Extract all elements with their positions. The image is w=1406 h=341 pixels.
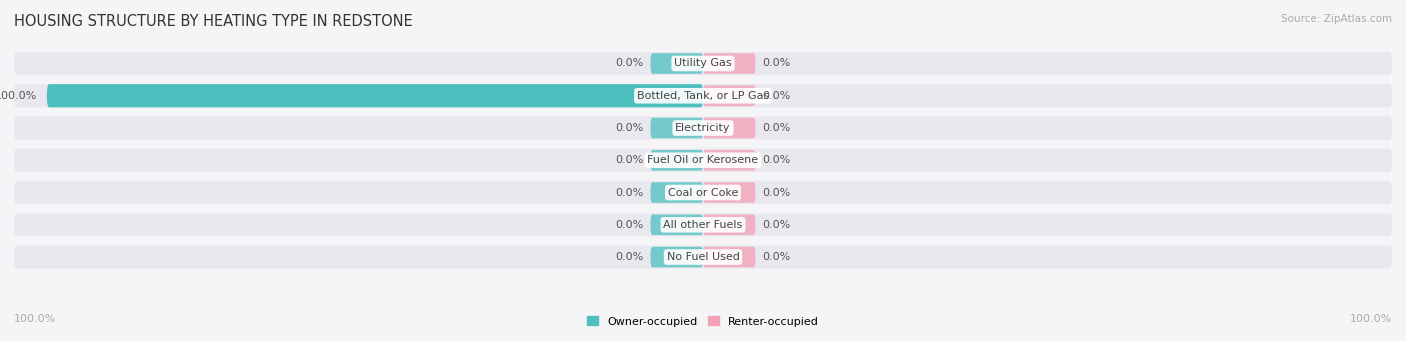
FancyBboxPatch shape <box>14 149 1392 172</box>
Text: All other Fuels: All other Fuels <box>664 220 742 230</box>
Text: 0.0%: 0.0% <box>762 252 790 262</box>
Text: Utility Gas: Utility Gas <box>675 59 731 69</box>
FancyBboxPatch shape <box>651 118 703 138</box>
FancyBboxPatch shape <box>14 116 1392 139</box>
Text: 0.0%: 0.0% <box>616 252 644 262</box>
Text: 100.0%: 100.0% <box>14 314 56 324</box>
Text: 0.0%: 0.0% <box>616 188 644 197</box>
FancyBboxPatch shape <box>14 246 1392 269</box>
Text: 0.0%: 0.0% <box>762 91 790 101</box>
Text: HOUSING STRUCTURE BY HEATING TYPE IN REDSTONE: HOUSING STRUCTURE BY HEATING TYPE IN RED… <box>14 14 413 29</box>
Text: 0.0%: 0.0% <box>616 155 644 165</box>
Text: 0.0%: 0.0% <box>616 59 644 69</box>
FancyBboxPatch shape <box>651 150 703 170</box>
Text: Coal or Coke: Coal or Coke <box>668 188 738 197</box>
FancyBboxPatch shape <box>14 213 1392 236</box>
Text: No Fuel Used: No Fuel Used <box>666 252 740 262</box>
Legend: Owner-occupied, Renter-occupied: Owner-occupied, Renter-occupied <box>586 316 820 327</box>
Text: 0.0%: 0.0% <box>762 59 790 69</box>
FancyBboxPatch shape <box>14 52 1392 75</box>
FancyBboxPatch shape <box>703 247 755 267</box>
Text: 100.0%: 100.0% <box>0 91 37 101</box>
Text: 0.0%: 0.0% <box>762 155 790 165</box>
FancyBboxPatch shape <box>703 182 755 203</box>
FancyBboxPatch shape <box>703 118 755 138</box>
Text: Bottled, Tank, or LP Gas: Bottled, Tank, or LP Gas <box>637 91 769 101</box>
FancyBboxPatch shape <box>703 150 755 170</box>
Text: 0.0%: 0.0% <box>762 123 790 133</box>
Text: 0.0%: 0.0% <box>616 123 644 133</box>
FancyBboxPatch shape <box>651 53 703 74</box>
FancyBboxPatch shape <box>651 182 703 203</box>
FancyBboxPatch shape <box>703 53 755 74</box>
FancyBboxPatch shape <box>14 84 1392 107</box>
FancyBboxPatch shape <box>703 86 755 106</box>
Text: 100.0%: 100.0% <box>1350 314 1392 324</box>
FancyBboxPatch shape <box>14 181 1392 204</box>
Text: Source: ZipAtlas.com: Source: ZipAtlas.com <box>1281 14 1392 24</box>
Text: 0.0%: 0.0% <box>762 188 790 197</box>
FancyBboxPatch shape <box>46 84 703 107</box>
Text: 0.0%: 0.0% <box>616 220 644 230</box>
FancyBboxPatch shape <box>651 247 703 267</box>
Text: Fuel Oil or Kerosene: Fuel Oil or Kerosene <box>647 155 759 165</box>
Text: 0.0%: 0.0% <box>762 220 790 230</box>
FancyBboxPatch shape <box>703 214 755 235</box>
FancyBboxPatch shape <box>651 214 703 235</box>
Text: Electricity: Electricity <box>675 123 731 133</box>
